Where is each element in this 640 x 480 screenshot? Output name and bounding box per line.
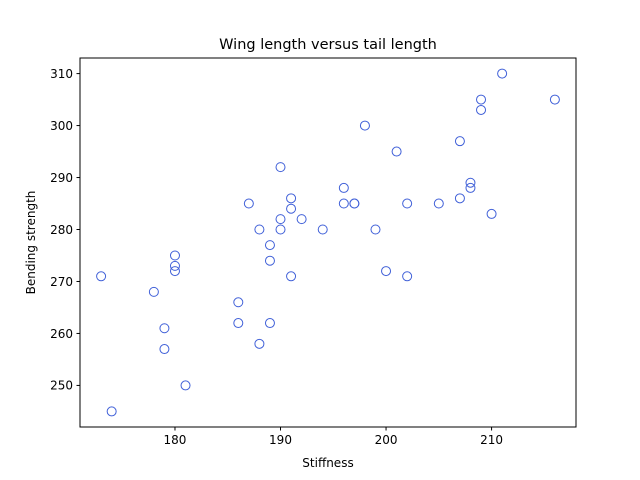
data-point xyxy=(296,214,307,225)
y-tick-label: 270 xyxy=(50,275,73,289)
data-point xyxy=(233,318,244,329)
data-point xyxy=(264,240,275,251)
data-point xyxy=(254,338,265,349)
data-point xyxy=(286,193,297,204)
data-point xyxy=(233,297,244,308)
x-tick-label: 190 xyxy=(269,433,292,447)
data-point xyxy=(476,94,487,105)
plot-frame xyxy=(79,57,577,428)
data-point xyxy=(275,162,286,173)
x-axis-label: Stiffness xyxy=(302,456,353,470)
data-point xyxy=(359,120,370,131)
data-point xyxy=(381,266,392,277)
data-point xyxy=(465,177,476,188)
data-point xyxy=(338,198,349,209)
data-point xyxy=(370,224,381,235)
data-point xyxy=(402,198,413,209)
data-point xyxy=(391,146,402,157)
data-point xyxy=(549,94,560,105)
data-point xyxy=(264,318,275,329)
data-point xyxy=(169,260,180,271)
data-point xyxy=(286,271,297,282)
y-tick-label: 280 xyxy=(50,223,73,237)
y-tick-label: 310 xyxy=(50,67,73,81)
data-point xyxy=(433,198,444,209)
data-point xyxy=(275,214,286,225)
y-tick-label: 300 xyxy=(50,119,73,133)
data-point xyxy=(476,104,487,115)
data-point xyxy=(454,193,465,204)
data-point xyxy=(486,208,497,219)
data-point xyxy=(169,250,180,261)
data-point xyxy=(96,271,107,282)
data-point xyxy=(180,380,191,391)
data-point xyxy=(454,136,465,147)
data-point xyxy=(264,255,275,266)
y-tick-label: 290 xyxy=(50,171,73,185)
data-point xyxy=(243,198,254,209)
data-point xyxy=(286,203,297,214)
data-point xyxy=(275,224,286,235)
data-point xyxy=(254,224,265,235)
data-point xyxy=(349,198,360,209)
y-tick-label: 260 xyxy=(50,327,73,341)
chart-title: Wing length versus tail length xyxy=(219,37,437,53)
data-point xyxy=(317,224,328,235)
x-axis: 180 190 200 210 xyxy=(164,427,503,447)
points-layer xyxy=(96,68,560,417)
data-point xyxy=(159,323,170,334)
data-point xyxy=(159,344,170,355)
data-point xyxy=(465,182,476,193)
y-axis: 250 260 270 280 290 300 310 xyxy=(50,67,80,393)
y-tick-label: 250 xyxy=(50,379,73,393)
data-point xyxy=(148,286,159,297)
x-tick-label: 180 xyxy=(164,433,187,447)
data-point xyxy=(497,68,508,79)
data-point xyxy=(169,266,180,277)
data-point xyxy=(106,406,117,417)
data-point xyxy=(338,182,349,193)
x-tick-label: 200 xyxy=(375,433,398,447)
x-tick-label: 210 xyxy=(480,433,503,447)
data-point xyxy=(402,271,413,282)
y-axis-label: Bending strength xyxy=(24,191,38,295)
